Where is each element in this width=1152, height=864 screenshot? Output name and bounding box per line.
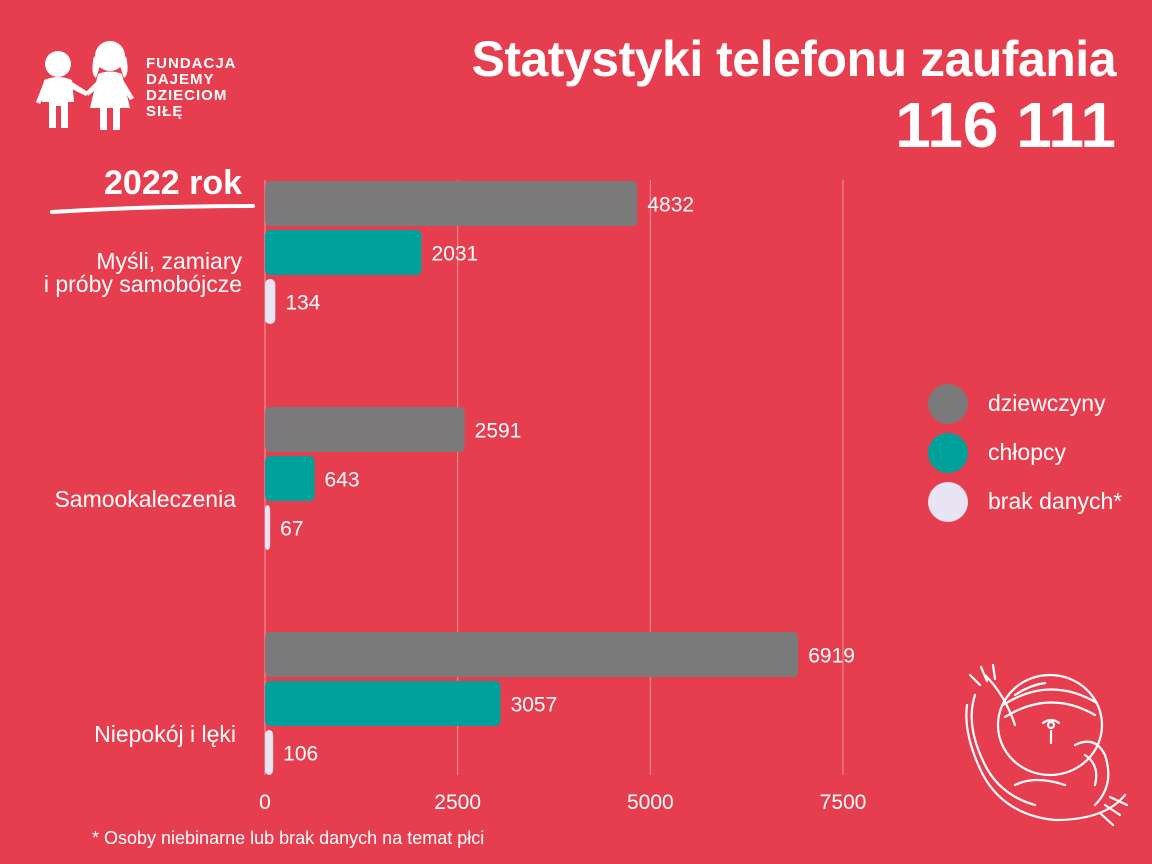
data-label: 2031 [432,243,479,266]
logo-line: FUNDACJA [146,55,237,72]
data-label: 6919 [808,645,855,668]
page-title: Statystyki telefonu zaufania [471,31,1117,87]
page-subtitle: 116 111 [895,89,1116,161]
footnote: * Osoby niebinarne lub brak danych na te… [92,828,485,848]
bar [265,681,501,726]
data-label: 4832 [647,194,694,217]
legend-swatch [928,433,968,473]
bar [265,730,274,775]
bar [265,230,422,275]
year-underline [50,204,255,214]
tick-label: 2500 [434,791,481,814]
category-label-line: i próby samobójcze [43,271,242,297]
bar [265,181,638,226]
logo-line: DZIECIOM [146,87,228,104]
hugging-child-illustration-icon [965,663,1129,827]
tick-label: 0 [259,791,271,814]
legend-label: chłopcy [988,439,1066,465]
category-label-anxiety: Niepokój i lęki [94,721,236,747]
data-label: 3057 [511,694,558,717]
legend-swatch [928,482,968,522]
category-label-line: Myśli, zamiary [96,248,242,274]
category-label-self-harm: Samookaleczenia [54,486,236,512]
logo-line: SIŁĘ [146,103,184,120]
children-logo-icon [36,41,134,130]
logo-line: DAJEMY [146,71,215,88]
logo-text: FUNDACJA DAJEMY DZIECIOM SIŁĘ [146,56,237,120]
legend-swatch [928,384,968,424]
data-label: 2591 [475,420,522,443]
bar [265,456,315,501]
bar [265,632,799,677]
data-label: 67 [280,518,303,541]
data-label: 106 [283,743,318,766]
bar [265,505,271,550]
bar [265,279,276,324]
foundation-logo: FUNDACJA DAJEMY DZIECIOM SIŁĘ [30,36,260,136]
data-label: 643 [325,469,360,492]
bar [265,407,465,452]
legend-label: dziewczyny [988,390,1106,416]
category-label-suicidal: Myśli, zamiary i próby samobójcze [44,250,242,296]
year-label: 2022 rok [104,164,242,202]
tick-label: 5000 [627,791,674,814]
legend-label: brak danych* [988,488,1123,514]
tick-label: 7500 [820,791,867,814]
data-label: 134 [285,292,320,315]
